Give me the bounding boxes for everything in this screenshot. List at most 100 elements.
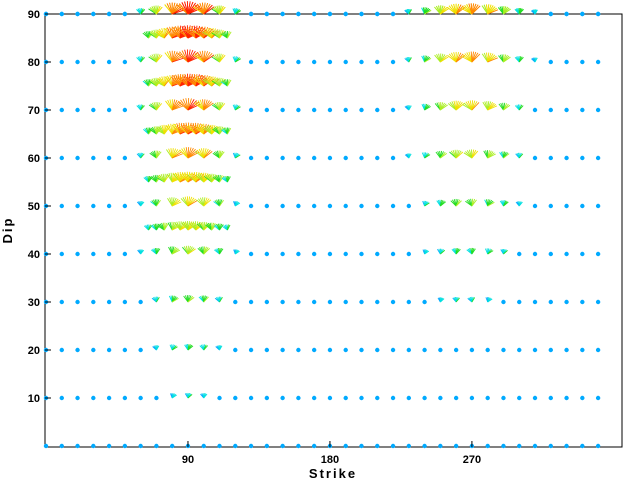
fit-glyph: [154, 395, 159, 401]
fit-glyph: [343, 443, 348, 449]
fit-glyph: [75, 203, 80, 209]
fit-glyph: [390, 155, 396, 161]
fit-glyph: [197, 246, 210, 255]
fit-glyph: [136, 201, 145, 207]
fit-glyph: [343, 107, 348, 113]
fit-glyph: [91, 155, 96, 161]
fit-glyph: [531, 9, 538, 15]
fit-glyph: [499, 151, 510, 159]
fit-glyph: [548, 251, 553, 257]
fit-glyph: [106, 395, 112, 401]
fit-glyph: [375, 347, 380, 353]
fit-glyph: [150, 247, 161, 255]
fit-glyph: [359, 155, 364, 161]
fit-glyph: [91, 443, 96, 449]
x-tick-label: 180: [321, 454, 339, 466]
fit-glyph-fine: [212, 174, 225, 183]
fit-glyph: [296, 347, 301, 353]
fit-glyph: [311, 203, 317, 209]
y-tick-label: 60: [28, 153, 40, 165]
fit-glyph: [91, 299, 96, 305]
fit-glyph: [437, 297, 445, 303]
fit-glyph: [466, 247, 476, 255]
x-axis-title: Strike: [309, 466, 357, 480]
fit-glyph: [501, 395, 506, 401]
fit-glyph: [481, 4, 499, 15]
fit-glyph: [453, 395, 459, 401]
fit-glyph: [193, 50, 215, 63]
fit-glyph: [359, 251, 364, 257]
fit-glyph: [182, 245, 196, 255]
fit-glyph: [406, 299, 412, 305]
fit-glyph: [138, 299, 143, 305]
fit-glyph: [434, 53, 449, 63]
fit-glyph: [91, 251, 96, 257]
fit-glyph: [359, 107, 364, 113]
fit-glyph: [499, 200, 509, 207]
fit-glyph: [194, 148, 213, 159]
fit-glyph: [482, 101, 498, 111]
fit-glyph: [580, 299, 585, 305]
fit-glyph-fine: [220, 31, 232, 39]
fit-glyph: [327, 155, 333, 161]
fit-glyph: [59, 299, 64, 305]
fit-glyph: [404, 56, 412, 63]
fit-glyph: [232, 56, 241, 63]
fit-glyph: [595, 443, 601, 449]
fit-glyph: [595, 107, 601, 113]
fit-glyph: [485, 443, 490, 449]
fit-glyph-fine: [154, 76, 172, 87]
fit-glyph: [196, 197, 212, 207]
fit-glyph: [91, 395, 96, 401]
fit-glyph: [532, 251, 538, 257]
fit-glyph: [390, 443, 396, 449]
fit-glyph: [532, 395, 538, 401]
fit-glyph: [327, 395, 333, 401]
fit-glyph: [564, 203, 569, 209]
fit-glyph: [359, 395, 364, 401]
fit-glyph: [211, 53, 226, 63]
fit-glyph: [422, 347, 427, 353]
fit-glyph: [148, 101, 163, 111]
fit-glyph-fine: [143, 224, 153, 231]
tick-layer: 90 180 270 10 20 30 40 50 60 70 80 90: [28, 9, 481, 466]
fit-glyph: [438, 395, 443, 401]
fit-glyph: [422, 200, 430, 207]
fit-glyph: [359, 59, 364, 65]
fit-glyph: [327, 203, 333, 209]
fit-glyph: [390, 59, 396, 65]
fit-glyph: [169, 344, 178, 351]
fit-glyph: [501, 347, 506, 353]
fit-glyph: [233, 201, 241, 207]
fit-glyph: [43, 443, 49, 449]
fit-glyph: [548, 443, 553, 449]
x-tick-label: 90: [182, 454, 194, 466]
fit-glyph: [343, 155, 348, 161]
fit-glyph: [327, 59, 333, 65]
fit-glyph: [264, 107, 270, 113]
fit-glyph: [548, 203, 553, 209]
fit-glyph: [136, 104, 145, 111]
fit-glyph-fine: [181, 221, 197, 231]
fit-glyph: [311, 395, 317, 401]
fit-glyph: [215, 345, 223, 351]
y-tick-label: 40: [28, 249, 40, 261]
y-tick-label: 30: [28, 297, 40, 309]
glyph-layer: [43, 1, 601, 449]
fit-glyph: [280, 347, 285, 353]
y-axis-title: Dip: [0, 217, 15, 244]
fit-glyph: [264, 443, 270, 449]
fit-glyph: [406, 203, 412, 209]
fit-glyph: [106, 443, 112, 449]
fit-glyph: [461, 51, 481, 63]
fit-glyph-fine: [149, 174, 162, 183]
fit-glyph: [148, 5, 163, 15]
fit-glyph: [311, 155, 317, 161]
fit-glyph: [311, 59, 317, 65]
fit-glyph-fine: [157, 222, 169, 231]
fit-glyph: [595, 299, 601, 305]
fit-glyph: [327, 11, 333, 17]
fit-glyph: [359, 347, 364, 353]
fit-glyph: [406, 251, 412, 257]
